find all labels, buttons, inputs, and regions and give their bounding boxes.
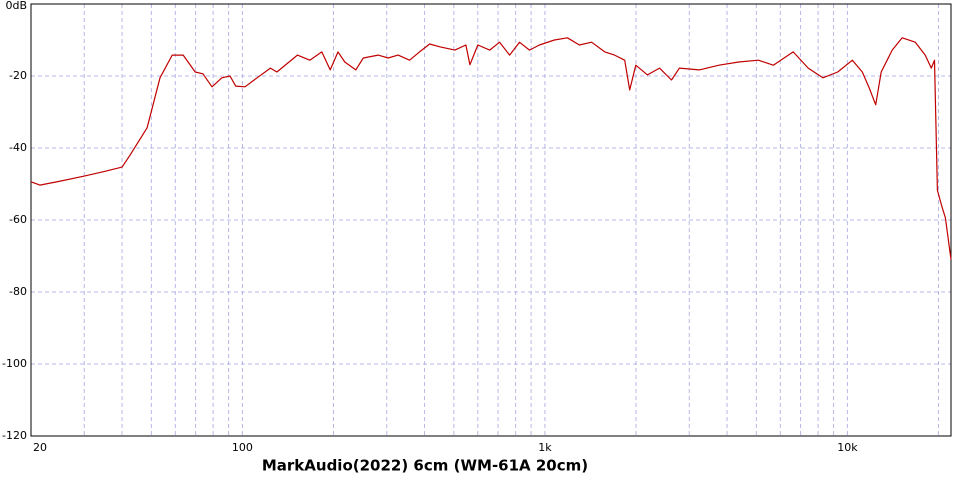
y-tick-label: -80: [9, 285, 27, 298]
plot-frame: [30, 3, 952, 437]
y-tick-label: -40: [9, 141, 27, 154]
chart-title: MarkAudio(2022) 6cm (WM-61A 20cm): [262, 457, 588, 475]
x-tick-label: 100: [232, 441, 253, 454]
y-tick-label: -20: [9, 69, 27, 82]
x-tick-label: 20: [33, 441, 47, 454]
y-tick-label: 0dB: [5, 0, 27, 12]
x-tick-label: 1k: [538, 441, 552, 454]
y-tick-label: -120: [2, 429, 27, 442]
y-tick-label: -60: [9, 213, 27, 226]
response-line: [30, 37, 952, 260]
x-tick-label: 10k: [837, 441, 858, 454]
y-tick-label: -100: [2, 357, 27, 370]
